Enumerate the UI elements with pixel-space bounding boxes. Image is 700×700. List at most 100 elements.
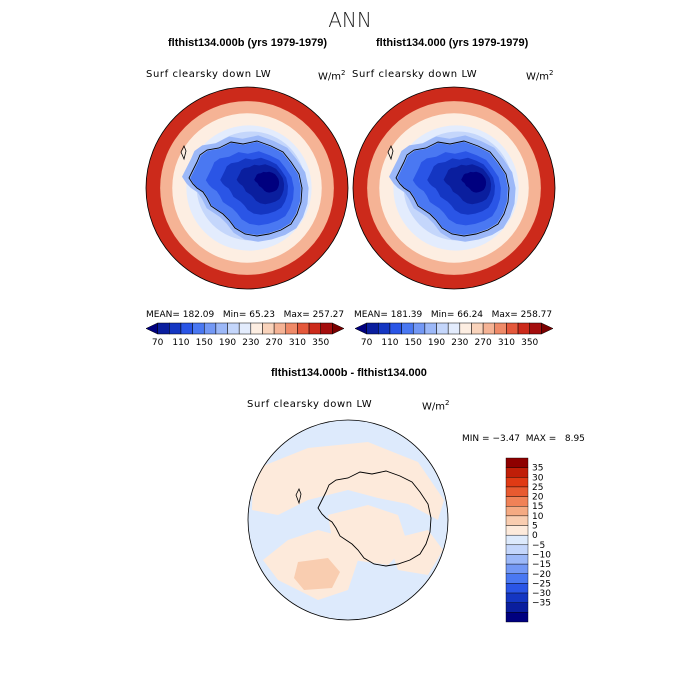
colorbar-swatch <box>412 322 426 335</box>
colorbar-tick-label: 70 <box>361 338 373 348</box>
contour-band <box>461 171 487 193</box>
colorbar-tick-label: 270 <box>475 338 492 348</box>
colorbar-swatch <box>506 322 519 335</box>
colorbar-swatch <box>366 322 379 335</box>
colorbar-swatch <box>505 467 529 478</box>
diff-polar-map <box>248 420 448 620</box>
colorbar-swatch <box>505 457 529 468</box>
colorbar-swatch <box>227 322 240 335</box>
colorbar-tick-label: −5 <box>532 541 545 551</box>
diff-map-border <box>247 419 449 621</box>
diff-max-value: 8.95 <box>564 434 585 444</box>
colorbar-swatch <box>505 544 529 555</box>
colorbar-swatch <box>505 477 529 488</box>
antarctic-coastline <box>317 470 432 567</box>
colorbar-swatch <box>401 322 414 335</box>
colorbar-tick-label: 350 <box>521 338 538 348</box>
diff-variable-label: Surf clearsky down LW <box>247 399 373 410</box>
colorbar-tick-label: −35 <box>532 599 551 609</box>
diff-units-label: W/m2 <box>422 399 450 413</box>
colorbar-tick-label: 230 <box>451 338 468 348</box>
panel2-units-label: W/m2 <box>526 69 554 83</box>
colorbar-tick-label: 310 <box>498 338 515 348</box>
colorbar-swatch <box>505 486 529 497</box>
colorbar-swatch <box>378 322 391 335</box>
diff-min-value: −3.47 <box>492 434 521 444</box>
colorbar-swatch <box>505 496 529 507</box>
colorbar-tick-label: 190 <box>428 338 445 348</box>
panel1-map-border <box>145 86 349 290</box>
colorbar-tick-label: −10 <box>532 550 551 560</box>
colorbar-tick-label: −15 <box>532 560 551 570</box>
colorbar-swatch <box>424 322 437 335</box>
colorbar-swatch <box>157 322 170 335</box>
colorbar-swatch <box>297 322 310 335</box>
south-america-coastline <box>387 145 394 161</box>
south-america-coastline <box>180 145 187 161</box>
colorbar-tick-label: 35 <box>532 464 543 474</box>
colorbar-tick-label: 15 <box>532 502 543 512</box>
colorbar-tick-label: −30 <box>532 589 551 599</box>
panel2-min-value: 66.24 <box>457 310 484 320</box>
colorbar-tick-label: 230 <box>242 338 259 348</box>
colorbar-swatch <box>505 563 529 574</box>
panel1-colorbar: 70 110 150 190 230 270 310 350 <box>145 322 345 348</box>
antarctic-coastline <box>395 140 510 237</box>
colorbar-swatch <box>517 322 530 335</box>
positive-anomaly-contour <box>328 505 408 565</box>
panel2-polar-map <box>353 87 555 289</box>
colorbar-tick-label: 10 <box>532 512 544 522</box>
colorbar-swatch <box>459 322 472 335</box>
colorbar-tick-label: 310 <box>289 338 306 348</box>
colorbar-tick-label: 25 <box>532 483 543 493</box>
colorbar-swatch <box>389 322 402 335</box>
panel2-mean-value: 181.39 <box>390 310 423 320</box>
colorbar-swatch <box>505 602 529 613</box>
panel2-stats: MEAN= 181.39 Min= 66.24 Max= 258.77 <box>354 310 552 320</box>
colorbar-tick-label: 150 <box>405 338 422 348</box>
colorbar-tick-label: 70 <box>152 338 164 348</box>
panel1-variable-label: Surf clearsky down LW <box>146 69 272 80</box>
colorbar-swatch <box>203 322 217 335</box>
colorbar-swatch <box>529 322 542 335</box>
antarctic-coastline <box>188 140 303 237</box>
panel1-max-value: 257.27 <box>312 310 345 320</box>
colorbar-swatch <box>332 322 345 335</box>
positive-anomaly-contour <box>252 442 444 520</box>
colorbar-swatch <box>505 534 529 546</box>
panel2-title: flthist134.000 (yrs 1979-1979) <box>376 37 529 49</box>
colorbar-swatch <box>273 322 287 335</box>
colorbar-swatch <box>482 322 496 335</box>
panel1-mean-value: 182.09 <box>182 310 215 320</box>
colorbar-swatch <box>505 583 529 594</box>
diff-max-label: MAX = <box>525 434 557 444</box>
panel1-stats: MEAN= 182.09 Min= 65.23 Max= 257.27 <box>146 310 344 320</box>
colorbar-swatch <box>471 322 484 335</box>
diff-title: flthist134.000b - flthist134.000 <box>271 367 427 379</box>
colorbar-tick-label: 110 <box>172 338 189 348</box>
panel2-mean-label: MEAN= <box>354 310 388 320</box>
colorbar-swatch <box>250 322 263 335</box>
colorbar-tick-label: 270 <box>266 338 283 348</box>
colorbar-swatch <box>145 322 158 335</box>
colorbar-tick-label: 150 <box>196 338 213 348</box>
colorbar-swatch <box>541 322 554 335</box>
diff-stats: MIN = −3.47 MAX = 8.95 <box>462 434 585 444</box>
colorbar-swatch <box>262 322 275 335</box>
colorbar-tick-label: 5 <box>532 522 538 532</box>
colorbar-swatch <box>169 322 182 335</box>
panel2-max-label: Max= <box>491 310 518 320</box>
south-america-coastline <box>295 488 302 505</box>
colorbar-swatch <box>285 322 298 335</box>
colorbar-swatch <box>505 525 529 536</box>
colorbar-swatch <box>180 322 193 335</box>
colorbar-swatch <box>505 573 529 584</box>
colorbar-tick-label: 30 <box>532 473 544 483</box>
colorbar-swatch <box>215 322 228 335</box>
panel2-map-border <box>352 86 556 290</box>
colorbar-tick-label: 0 <box>532 531 538 541</box>
panel1-min-label: Min= <box>222 310 247 320</box>
colorbar-tick-label: 350 <box>312 338 329 348</box>
colorbar-tick-label: 110 <box>381 338 398 348</box>
colorbar-swatch <box>354 322 367 335</box>
